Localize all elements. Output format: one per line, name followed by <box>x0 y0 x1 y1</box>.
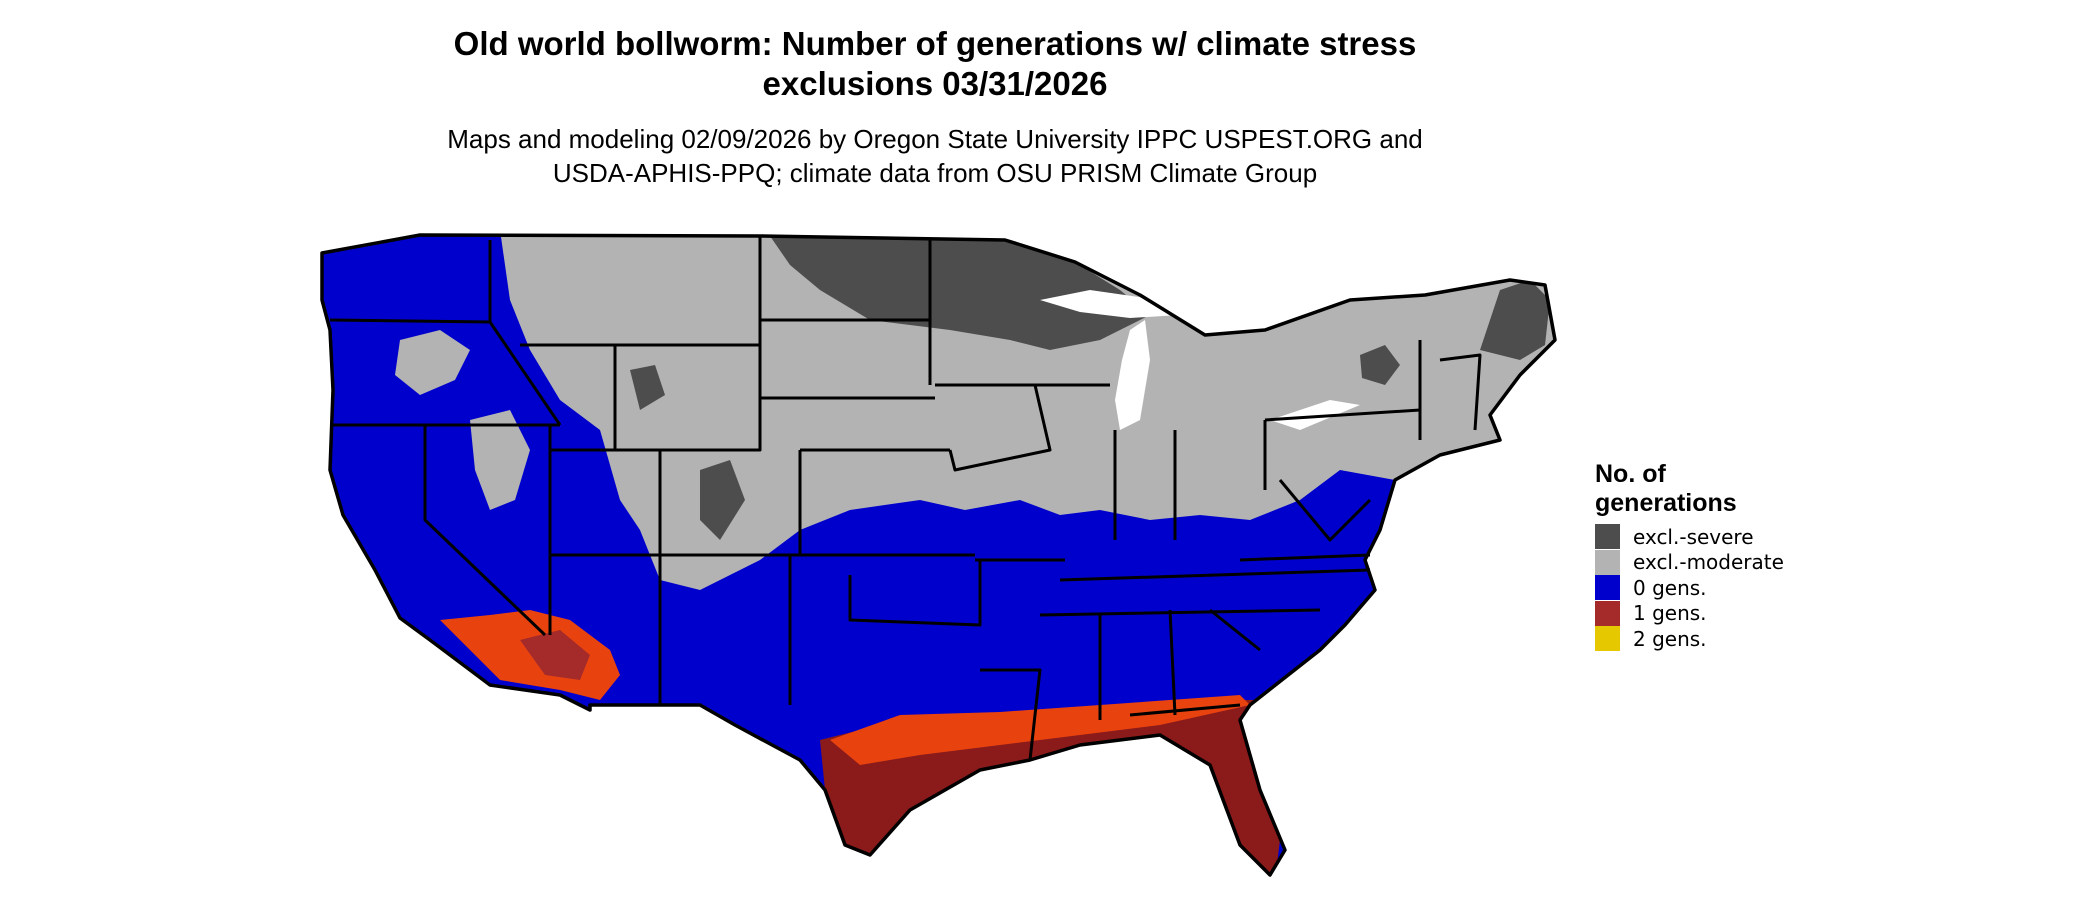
zone-excl-severe-co <box>700 460 745 540</box>
subtitle-line-1: Maps and modeling 02/09/2026 by Oregon S… <box>447 124 1423 154</box>
legend-item: excl.-moderate <box>1595 549 1784 576</box>
legend-label: excl.-severe <box>1633 524 1754 549</box>
border-ky-tn <box>1059 568 1371 582</box>
subtitle-line-2: USDA-APHIS-PPQ; climate data from OSU PR… <box>552 158 1318 188</box>
legend: No. of generations excl.-severe excl.-mod… <box>1595 460 1784 652</box>
legend-label: 2 gens. <box>1633 626 1707 651</box>
legend-title-line-1: No. of <box>1595 460 1666 488</box>
legend-title-line-2: generations <box>1595 489 1737 517</box>
legend-title: No. of generations <box>1595 460 1784 518</box>
border-al-ga <box>1168 609 1177 716</box>
us-generations-map <box>320 233 1557 877</box>
title-line-1: Old world bollworm: Number of generation… <box>453 25 1417 62</box>
border-tn-south <box>1039 608 1321 617</box>
border-wa-or <box>329 318 491 324</box>
legend-swatch <box>1595 549 1620 575</box>
title-line-2: exclusions 03/31/2026 <box>762 65 1108 102</box>
legend-label: excl.-moderate <box>1633 550 1784 575</box>
border-ga-sc <box>1209 608 1261 652</box>
border-id-east <box>488 240 562 426</box>
lake-erie <box>1270 400 1360 430</box>
border-co-box <box>658 450 802 557</box>
border-pa-ny <box>1264 408 1421 422</box>
border-ok-tx <box>848 560 982 627</box>
border-ia-mo <box>935 383 1052 472</box>
legend-label: 1 gens. <box>1633 601 1707 626</box>
map-title: Old world bollworm: Number of generation… <box>0 24 1870 104</box>
us-outline <box>320 233 1557 877</box>
border-ga-fl <box>1129 703 1241 717</box>
lake-michigan <box>1115 320 1150 430</box>
zone-excl-severe-maine <box>1480 280 1550 360</box>
legend-item: 1 gens. <box>1595 600 1784 627</box>
legend-item: 0 gens. <box>1595 575 1784 601</box>
border-ar-la <box>980 668 1042 761</box>
border-nv-ca <box>423 425 547 637</box>
border-nc-va <box>1239 553 1371 562</box>
zone-excl-severe-ny <box>1360 345 1400 385</box>
legend-swatch <box>1595 524 1620 550</box>
legend-swatch <box>1595 600 1620 626</box>
legend-label: 0 gens. <box>1633 575 1707 600</box>
legend-items: excl.-severe excl.-moderate 0 gens. 1 gens.… <box>1595 524 1784 652</box>
zone-excl-severe-wy <box>630 365 665 410</box>
lake-superior <box>1040 290 1180 318</box>
zone-excl-moderate-west-patch <box>395 330 470 395</box>
zone-1-gens-sw-core <box>520 630 590 680</box>
zone-excl-moderate-nv-patch <box>470 410 530 510</box>
legend-item: 2 gens. <box>1595 626 1784 652</box>
border-va-wv <box>1278 479 1372 542</box>
legend-swatch <box>1595 575 1620 601</box>
legend-item: excl.-severe <box>1595 524 1784 550</box>
state-borders <box>320 233 1557 877</box>
legend-swatch <box>1595 626 1620 652</box>
zone-excl-severe-mn-wi <box>770 236 1150 350</box>
border-new-england <box>1439 353 1482 431</box>
map-subtitle: Maps and modeling 02/09/2026 by Oregon S… <box>0 122 1870 190</box>
